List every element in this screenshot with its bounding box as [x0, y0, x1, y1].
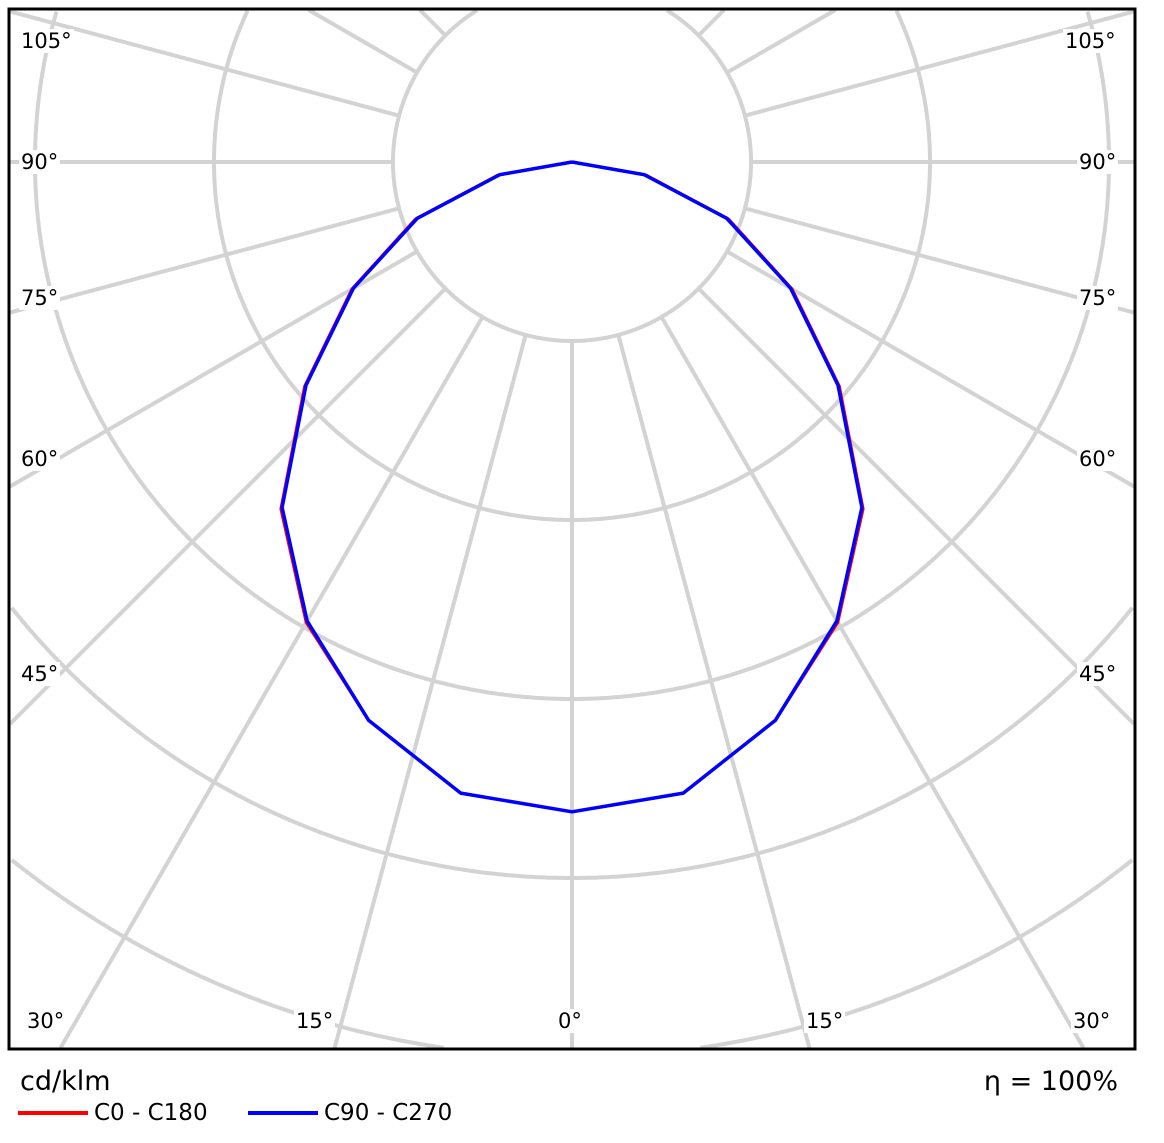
- angle-label: 60°: [1077, 447, 1119, 471]
- plot-frame: [7, 7, 1137, 1051]
- grid-spoke: [418, 8, 447, 37]
- grid-spoke: [332, 334, 528, 1049]
- legend-label: C0 - C180: [94, 1100, 208, 1126]
- unit-label: cd/klm: [20, 1066, 111, 1097]
- grid-spoke: [726, 249, 1136, 489]
- legend-swatch-red: [18, 1111, 88, 1115]
- angle-label: 15°: [804, 1009, 846, 1033]
- angle-label: 105°: [1063, 29, 1118, 53]
- angle-label: 45°: [19, 662, 61, 686]
- curves: [279, 160, 865, 814]
- angle-label: 30°: [1071, 1009, 1113, 1033]
- angle-label: 0°: [556, 1009, 584, 1033]
- grid-spoke: [8, 249, 418, 489]
- grid-spoke: [9, 9, 400, 118]
- angle-label: 15°: [294, 1009, 336, 1033]
- angle-label: 90°: [19, 150, 61, 174]
- legend-item-c90: C90 - C270: [248, 1100, 452, 1126]
- grid-ring: [10, 858, 1134, 1050]
- angle-label: 75°: [19, 286, 61, 310]
- grid-spoke: [659, 316, 1086, 1050]
- grid-spoke: [744, 206, 1135, 315]
- grid-spoke: [9, 206, 400, 315]
- angle-label: 105°: [19, 29, 74, 53]
- grid-spoke: [307, 8, 418, 75]
- grid: [8, 8, 1136, 1050]
- grid-spoke: [8, 287, 447, 726]
- grid-ring: [212, 9, 932, 522]
- angle-label: 30°: [25, 1009, 67, 1033]
- grid-ring: [391, 8, 753, 343]
- angle-label: 60°: [19, 447, 61, 471]
- legend-swatch-blue: [248, 1111, 318, 1115]
- angle-label: 75°: [1077, 286, 1119, 310]
- grid-spoke: [697, 287, 1136, 726]
- grid-spoke: [744, 9, 1135, 118]
- efficiency-label: η = 100%: [983, 1066, 1118, 1097]
- grid-spoke: [697, 8, 726, 37]
- legend-item-c0: C0 - C180: [18, 1100, 208, 1126]
- grid-spoke: [726, 8, 837, 75]
- angle-label: 90°: [1077, 150, 1119, 174]
- grid-spoke: [58, 316, 485, 1050]
- grid-spoke: [616, 334, 812, 1049]
- legend-label: C90 - C270: [324, 1100, 453, 1126]
- angle-label: 45°: [1077, 662, 1119, 686]
